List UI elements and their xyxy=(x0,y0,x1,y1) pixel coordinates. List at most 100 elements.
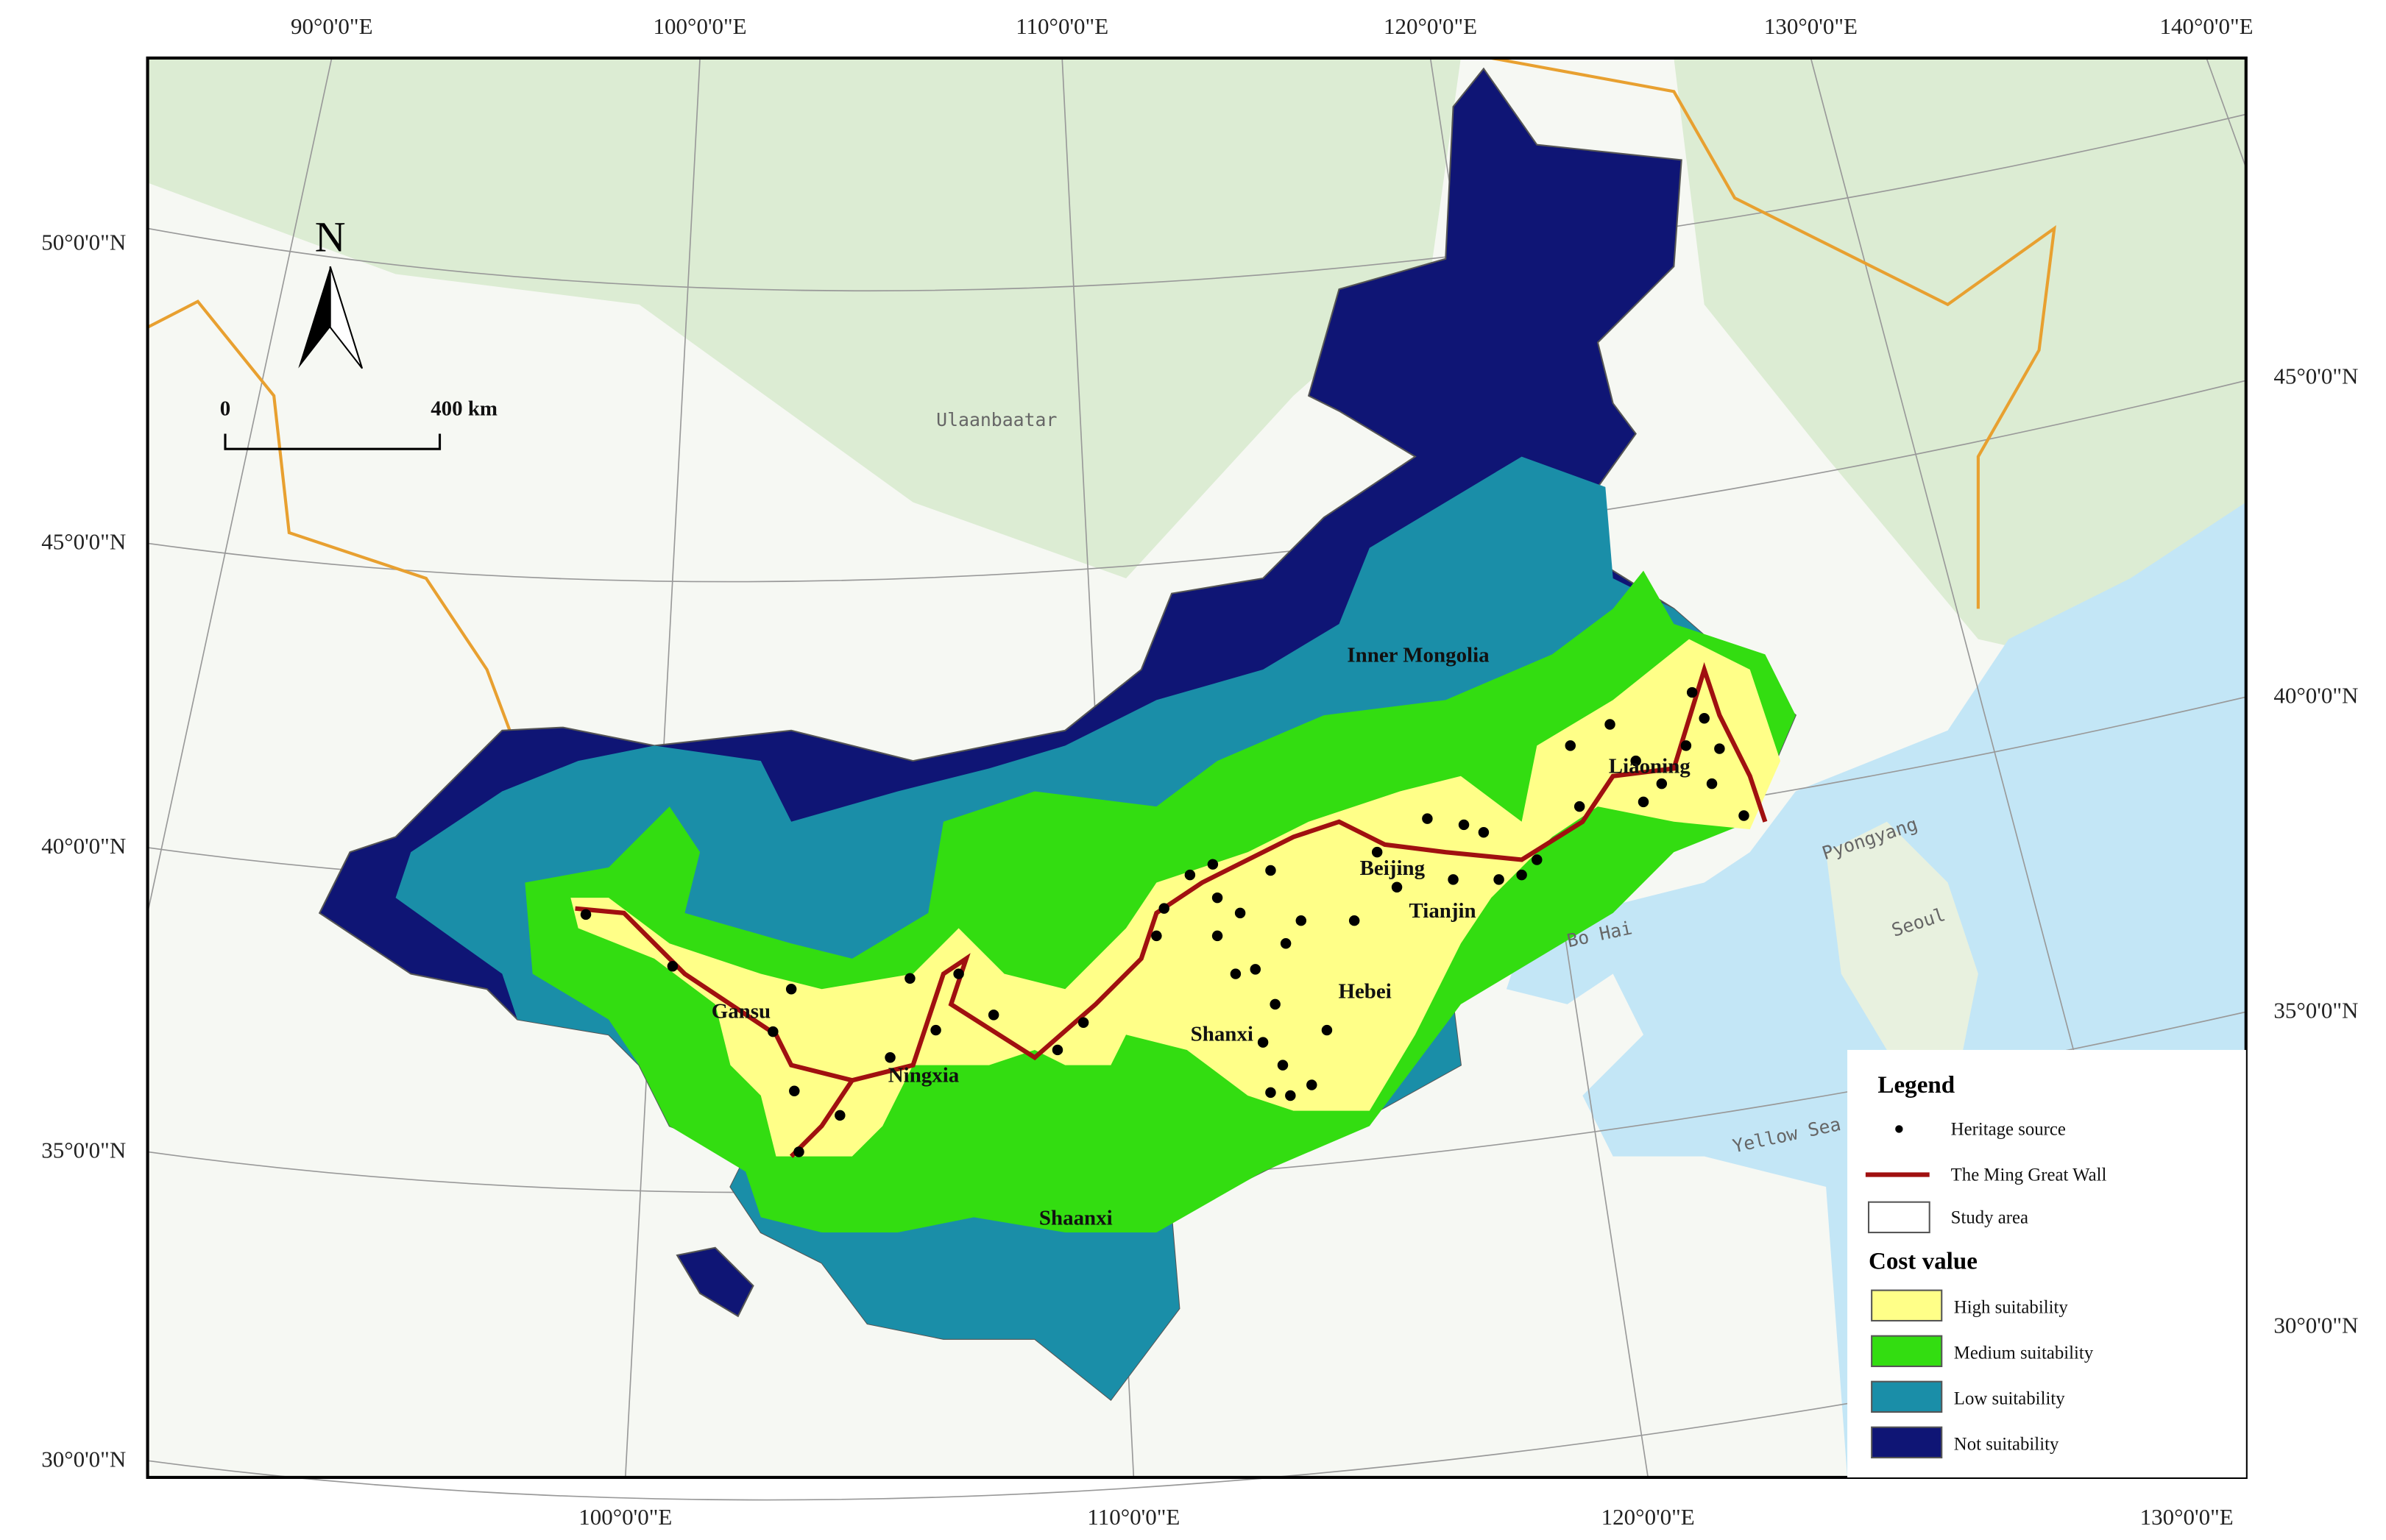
heritage-source xyxy=(1478,827,1490,838)
legend-swatch xyxy=(1871,1335,1943,1368)
heritage-source xyxy=(789,1085,800,1097)
heritage-source xyxy=(1604,719,1615,730)
scale-bar: 0 400 km xyxy=(220,397,498,450)
legend-swatch xyxy=(1867,1201,1930,1234)
heritage-source xyxy=(1532,854,1543,865)
axis-label: 110°0'0"E xyxy=(1087,1504,1180,1530)
axis-label: 100°0'0"E xyxy=(578,1504,672,1530)
region-label: Hebei xyxy=(1338,980,1391,1004)
heritage-source xyxy=(1052,1044,1063,1056)
heritage-source xyxy=(1321,1024,1333,1036)
heritage-source xyxy=(1458,819,1470,831)
axis-label: 50°0'0"N xyxy=(41,229,126,255)
heritage-source xyxy=(1638,796,1649,808)
heritage-source xyxy=(1158,903,1169,914)
heritage-source xyxy=(1391,881,1403,893)
korea xyxy=(1826,821,1978,1050)
heritage-source xyxy=(1738,810,1749,821)
heritage-source xyxy=(1422,813,1433,824)
heritage-source xyxy=(1565,740,1576,751)
heritage-source xyxy=(1211,930,1223,942)
heritage-source xyxy=(785,983,797,995)
axis-label: 40°0'0"N xyxy=(41,833,126,859)
heritage-source xyxy=(1295,915,1307,926)
axis-label: 45°0'0"N xyxy=(41,529,126,555)
axis-label: 45°0'0"N xyxy=(2273,363,2358,388)
axis-label: 35°0'0"N xyxy=(41,1138,126,1163)
region-label: Tianjin xyxy=(1409,899,1476,923)
heritage-source xyxy=(953,968,964,979)
legend-item: High suitability xyxy=(1954,1298,2069,1318)
axis-label: 120°0'0"E xyxy=(1384,13,1477,39)
legend-item: Study area xyxy=(1951,1208,2028,1228)
heritage-source xyxy=(1448,874,1459,885)
axis-label: 40°0'0"N xyxy=(2273,683,2358,709)
meridian xyxy=(2206,57,2247,168)
heritage-source xyxy=(1151,930,1162,942)
heritage-source xyxy=(1516,869,1527,881)
axis-label: 35°0'0"N xyxy=(2273,998,2358,1023)
region-label: Ningxia xyxy=(888,1063,960,1087)
heritage-source xyxy=(1285,1090,1296,1101)
great-wall xyxy=(789,1079,854,1158)
heritage-source xyxy=(1306,1079,1317,1090)
heritage-source xyxy=(1250,964,1261,975)
heritage-source xyxy=(1680,740,1692,751)
axis-label: 100°0'0"E xyxy=(654,13,747,39)
axis-label: 140°0'0"E xyxy=(2159,13,2253,39)
legend-swatch xyxy=(1871,1426,1943,1459)
heritage-source xyxy=(988,1009,999,1021)
heritage-source xyxy=(1686,686,1698,698)
heritage-source xyxy=(885,1052,896,1063)
legend: Legend Heritage source The Ming Great Wa… xyxy=(1847,1049,2246,1477)
heritage-source xyxy=(1348,915,1360,926)
heritage-source xyxy=(1265,865,1276,876)
place-label: Ulaanbaatar xyxy=(936,409,1057,430)
heritage-source xyxy=(905,973,916,984)
axis-label: 90°0'0"E xyxy=(291,13,373,39)
heritage-source xyxy=(1656,778,1668,789)
heritage-source xyxy=(1234,907,1246,919)
legend-title: Legend xyxy=(1877,1072,1955,1099)
study-area xyxy=(318,67,1797,1401)
vegetation xyxy=(1674,57,2246,700)
heritage-source xyxy=(1270,998,1281,1010)
axis-label: 130°0'0"E xyxy=(1764,13,1858,39)
heritage-source xyxy=(667,960,679,972)
heritage-source xyxy=(1714,743,1725,754)
legend-item: Heritage source xyxy=(1951,1120,2066,1140)
axis-label: 30°0'0"N xyxy=(41,1446,126,1472)
region-label: Inner Mongolia xyxy=(1347,644,1490,667)
region-label: Gansu xyxy=(712,1000,771,1023)
border xyxy=(146,56,2056,731)
parallel xyxy=(147,113,2246,292)
heritage-source xyxy=(768,1026,779,1037)
heritage-source xyxy=(1573,801,1585,812)
not-suitability-zone xyxy=(676,1246,754,1318)
region-label: Beijing xyxy=(1360,856,1426,880)
axis-label: 130°0'0"E xyxy=(2140,1504,2234,1530)
great-wall xyxy=(575,661,1768,1083)
axis-label: 120°0'0"E xyxy=(1601,1504,1695,1530)
meridian xyxy=(146,57,333,914)
heritage-source xyxy=(1630,755,1641,767)
heritage-source xyxy=(930,1024,941,1036)
region-label: Shaanxi xyxy=(1039,1207,1113,1230)
scale-line xyxy=(224,433,442,450)
heritage-source xyxy=(1257,1037,1269,1048)
legend-item: Low suitability xyxy=(1954,1389,2065,1409)
heritage-source xyxy=(1706,778,1718,789)
scale-label: 400 km xyxy=(431,397,498,421)
region-label: Shanxi xyxy=(1191,1023,1253,1046)
scale-label: 0 xyxy=(220,397,230,421)
heritage-source xyxy=(793,1146,804,1157)
axis-label: 30°0'0"N xyxy=(2273,1313,2358,1338)
legend-item: Not suitability xyxy=(1954,1435,2059,1455)
heritage-source xyxy=(1699,712,1710,724)
heritage-source xyxy=(1493,874,1504,885)
legend-subtitle: Cost value xyxy=(1869,1249,1978,1275)
heritage-source xyxy=(1211,892,1223,904)
heritage-source xyxy=(1077,1017,1089,1028)
legend-item: Medium suitability xyxy=(1954,1344,2094,1363)
